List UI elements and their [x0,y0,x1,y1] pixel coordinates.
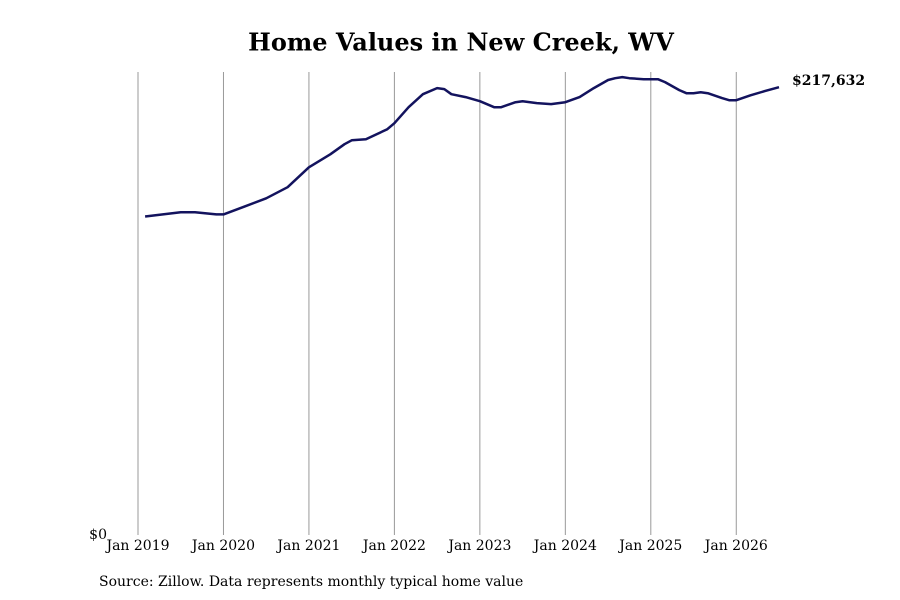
x-tick-label: Jan 2025 [617,538,682,554]
value-label: $217,632 [792,73,865,89]
y-tick-label: $0 [89,527,107,543]
x-tick-label: Jan 2020 [190,538,255,554]
line [144,75,780,218]
x-tick-label: Jan 2026 [703,538,768,554]
chart-title: Home Values in New Creek, WV [248,28,674,57]
x-tick-label: Jan 2021 [275,538,340,554]
x-tick-label: Jan 2022 [361,538,426,554]
x-tick-label: Jan 2019 [104,538,169,554]
x-tick-label: Jan 2024 [532,538,597,554]
x-tick-label: Jan 2023 [446,538,511,554]
source-note: Source: Zillow. Data represents monthly … [99,574,523,590]
